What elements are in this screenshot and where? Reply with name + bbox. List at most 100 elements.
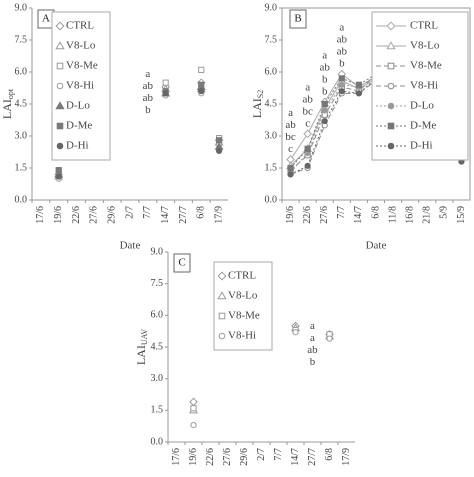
annotation: ab [337, 34, 348, 46]
marker [198, 66, 205, 73]
legend-label: V8-Lo [228, 290, 258, 302]
y-tick-label: 7.5 [151, 278, 164, 289]
panel: 0.0 1.5 3.0 4.5 6.0 7.5 9.0 19/6 22/6 27/6 7/7 14/7… [250, 2, 471, 252]
annotation: a [310, 320, 315, 332]
marker [386, 41, 396, 50]
marker [218, 312, 226, 320]
marker [292, 329, 299, 336]
marker [55, 173, 62, 180]
marker [56, 82, 64, 90]
x-tick-label: 27/6 [222, 448, 233, 466]
annotation: a [288, 107, 293, 119]
annotation: ab [320, 61, 331, 73]
y-tick-label: 6.0 [265, 66, 278, 77]
legend-label: V8-Hi [66, 80, 94, 92]
x-tick-label: 14/7 [290, 448, 301, 466]
legend-label: D-Lo [66, 100, 90, 112]
y-tick-label: 7.5 [15, 34, 28, 45]
annotation: b [145, 104, 151, 116]
x-tick-label: 19/6 [53, 206, 64, 224]
y-axis-title-sub: opt [6, 88, 15, 99]
marker [198, 88, 205, 95]
marker [387, 122, 395, 130]
legend-label: V8-Lo [410, 40, 440, 52]
x-tick-label: 14/7 [160, 206, 171, 224]
x-tick-label: 22/6 [302, 206, 313, 224]
legend-label: D-Hi [410, 140, 433, 152]
x-tick-label: 7/7 [336, 206, 347, 219]
marker [387, 142, 395, 150]
y-tick-label: 3.0 [265, 130, 278, 141]
marker [355, 81, 363, 88]
marker [387, 62, 395, 70]
x-tick-label: 17/9 [213, 206, 224, 224]
legend: CTRL V8-Lo V8-Me V8-Hi [213, 261, 273, 351]
annotation: a [145, 68, 150, 80]
x-tick-label: 19/6 [285, 206, 296, 224]
x-tick-label: 17/6 [171, 448, 182, 466]
y-tick-label: 4.5 [15, 98, 28, 109]
y-tick-label: 0.0 [151, 436, 164, 447]
marker [56, 62, 64, 70]
y-tick-label: 0.0 [15, 194, 28, 205]
x-tick-label: 5/9 [439, 206, 450, 219]
marker [217, 271, 227, 281]
y-tick-label: 1.5 [151, 405, 164, 416]
marker [321, 100, 328, 108]
annotation: a [339, 22, 344, 34]
marker [217, 291, 227, 300]
y-axis-title: LAIopt [0, 88, 15, 119]
marker [162, 90, 169, 97]
marker [55, 101, 65, 110]
x-tick-label: 29/6 [106, 206, 117, 224]
legend-label: V8-Hi [228, 330, 256, 342]
annotation: c [305, 117, 310, 129]
y-axis-title-main: LAI [0, 99, 14, 119]
y-tick-label: 4.5 [151, 341, 164, 352]
marker [190, 405, 197, 412]
marker [55, 21, 65, 31]
marker [304, 162, 311, 169]
x-axis-title: Date [366, 240, 387, 252]
marker [55, 167, 62, 174]
legend-label: V8-Hi [410, 80, 438, 92]
x-tick-label: 6/8 [196, 206, 207, 219]
legend-label: D-Lo [410, 100, 434, 112]
marker [386, 21, 396, 31]
panel-label: B [294, 13, 301, 25]
y-tick-label: 7.5 [265, 34, 278, 45]
x-tick-label: 17/6 [35, 206, 46, 224]
x-tick-label: 29/6 [239, 448, 250, 466]
y-axis-title-sub: UAV [140, 329, 149, 346]
x-tick-label: 7/7 [273, 448, 284, 461]
marker [326, 335, 333, 342]
y-tick-label: 3.0 [151, 373, 164, 384]
x-tick-label: 2/7 [124, 206, 135, 219]
y-tick-label: 9.0 [15, 2, 28, 13]
x-tick-label: 27/7 [307, 448, 318, 466]
annotation: ab [285, 119, 296, 131]
marker [321, 107, 328, 114]
annotation: b [310, 356, 316, 368]
marker [338, 88, 345, 95]
y-tick-label: 0.0 [265, 194, 278, 205]
annotation: ab [143, 92, 154, 104]
x-tick-label: 19/6 [188, 448, 199, 466]
legend-label: CTRL [410, 20, 438, 32]
y-tick-label: 9.0 [265, 2, 278, 13]
annotation: bc [285, 131, 296, 143]
x-tick-label: 27/7 [178, 206, 189, 224]
x-tick-label: 27/6 [89, 206, 100, 224]
annotation: b [339, 58, 345, 70]
x-tick-label: 6/8 [370, 206, 381, 219]
x-tick-label: 15/9 [456, 206, 467, 224]
marker [355, 90, 363, 97]
y-axis-title: LAIS2 [250, 90, 265, 118]
marker [55, 41, 65, 50]
marker [387, 102, 395, 110]
x-tick-label: 17/9 [341, 448, 352, 466]
marker [387, 82, 395, 90]
marker [189, 397, 198, 407]
